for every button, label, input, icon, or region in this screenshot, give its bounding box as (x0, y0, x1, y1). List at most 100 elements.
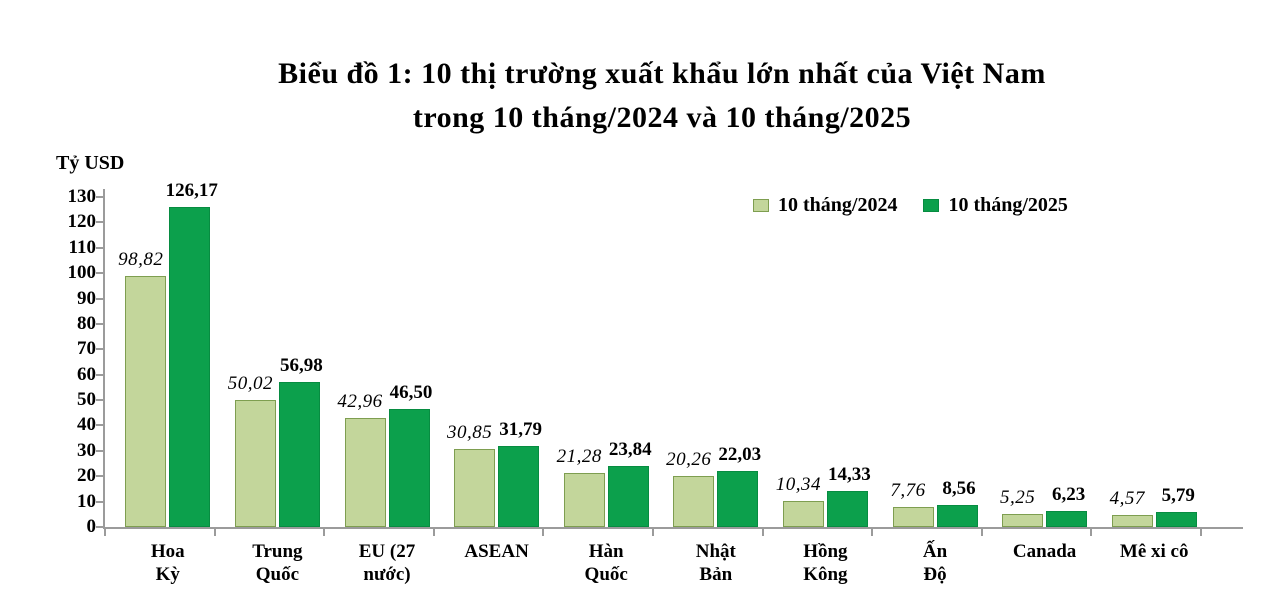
y-tick-100 (96, 272, 104, 275)
bar-2024-2 (344, 417, 386, 527)
x-tick-1 (213, 529, 216, 536)
y-axis-line (103, 189, 105, 529)
y-tick-label-120: 120 (67, 211, 97, 233)
bar-2024-6 (782, 500, 824, 527)
y-tick-120 (96, 221, 104, 224)
category-label-1: Trung Quốc (252, 541, 303, 585)
bar-2025-5 (717, 471, 759, 527)
x-tick-8 (980, 529, 983, 536)
y-tick-label-30: 30 (77, 439, 96, 461)
bar-2025-6 (826, 490, 868, 527)
y-tick-label-0: 0 (86, 516, 97, 537)
y-tick-label-90: 90 (77, 287, 96, 309)
category-label-3: ASEAN (464, 541, 529, 562)
bar-2024-5 (673, 475, 715, 527)
chart-title-line1: Biểu đồ 1: 10 thị trường xuất khẩu lớn n… (278, 57, 1046, 90)
bar-2025-8 (1046, 511, 1088, 527)
category-label-2: EU (27 nước) (358, 541, 416, 585)
value-label-2024-2: 42,96 (337, 390, 383, 412)
x-tick-5 (652, 529, 654, 536)
y-tick-0 (96, 526, 104, 528)
value-label-2025-8: 6,23 (1051, 484, 1086, 506)
x-tick-2 (323, 529, 326, 536)
bar-2025-7 (936, 505, 978, 527)
value-label-2025-0: 126,17 (165, 179, 218, 201)
y-tick-60 (96, 373, 104, 376)
category-label-8: Canada (1012, 541, 1077, 562)
value-label-2024-0: 98,82 (118, 249, 164, 271)
value-label-2024-3: 30,85 (446, 421, 493, 443)
bar-2025-2 (388, 408, 430, 527)
value-label-2024-8: 5,25 (999, 486, 1036, 508)
value-label-2025-5: 22,03 (718, 444, 762, 466)
category-label-6: Hồng Kông (803, 541, 848, 585)
legend-label-2024: 10 tháng/2024 (778, 194, 898, 216)
category-label-0: Hoa Kỳ (150, 541, 185, 585)
x-tick-0 (104, 529, 106, 536)
y-tick-label-10: 10 (77, 490, 96, 512)
bar-2024-4 (563, 472, 605, 527)
value-label-2025-9: 5,79 (1161, 485, 1195, 507)
bar-2025-9 (1155, 512, 1197, 527)
y-tick-label-50: 50 (77, 389, 96, 411)
y-tick-40 (96, 424, 104, 427)
x-tick-9 (1090, 529, 1093, 536)
x-tick-7 (871, 529, 874, 536)
y-tick-50 (96, 399, 104, 402)
bar-2025-1 (278, 382, 320, 527)
y-tick-label-100: 100 (67, 262, 97, 284)
y-tick-90 (96, 297, 104, 300)
value-label-2025-2: 46,50 (389, 381, 433, 403)
y-tick-70 (96, 348, 104, 351)
y-tick-label-40: 40 (77, 414, 96, 436)
bar-2025-0 (169, 206, 211, 527)
category-label-7: Ấn Độ (922, 541, 948, 585)
legend-swatch-2025 (923, 199, 940, 212)
y-tick-80 (96, 322, 104, 325)
value-label-2025-3: 31,79 (499, 419, 542, 441)
y-tick-label-60: 60 (77, 363, 96, 385)
y-axis-unit-label: Tỷ USD (56, 152, 125, 174)
bar-2024-9 (1111, 515, 1153, 527)
value-label-2024-4: 21,28 (556, 445, 602, 467)
x-tick-10 (1200, 529, 1202, 536)
y-tick-label-70: 70 (77, 338, 96, 360)
legend-label-2025: 10 tháng/2025 (948, 194, 1068, 216)
x-tick-4 (542, 529, 545, 536)
y-tick-10 (96, 500, 104, 503)
value-label-2024-6: 10,34 (775, 473, 822, 495)
bar-2025-3 (498, 446, 540, 527)
bar-2024-1 (234, 400, 276, 527)
y-tick-label-130: 130 (67, 186, 97, 207)
y-tick-label-110: 110 (68, 236, 96, 258)
y-tick-label-80: 80 (77, 312, 96, 334)
value-label-2024-9: 4,57 (1109, 488, 1145, 510)
chart-title-line2: trong 10 tháng/2024 và 10 tháng/2025 (412, 101, 912, 134)
bar-2024-3 (454, 448, 496, 527)
x-tick-3 (432, 529, 435, 536)
bar-2024-8 (1002, 513, 1044, 527)
value-label-2024-7: 7,76 (890, 480, 926, 502)
y-tick-label-20: 20 (77, 465, 96, 487)
value-label-2025-1: 56,98 (280, 355, 323, 377)
bar-2024-0 (125, 276, 167, 527)
bar-2025-4 (607, 466, 649, 527)
y-tick-20 (96, 475, 104, 478)
bar-2024-7 (892, 507, 934, 527)
category-label-4: Hàn Quốc (584, 541, 628, 585)
value-label-2025-6: 14,33 (828, 463, 871, 485)
value-label-2024-5: 20,26 (666, 448, 712, 470)
x-axis-line (103, 527, 1243, 529)
x-tick-6 (761, 529, 764, 536)
chart-title: Biểu đồ 1: 10 thị trường xuất khẩu lớn n… (0, 52, 1268, 140)
value-label-2024-1: 50,02 (227, 373, 274, 395)
legend-swatch-2024 (753, 199, 769, 212)
value-label-2025-4: 23,84 (608, 439, 652, 461)
y-tick-30 (96, 449, 104, 452)
value-label-2025-7: 8,56 (942, 478, 976, 500)
category-label-9: Mê xi cô (1119, 541, 1189, 562)
category-label-5: Nhật Bản (695, 541, 736, 585)
y-tick-130 (96, 196, 104, 198)
